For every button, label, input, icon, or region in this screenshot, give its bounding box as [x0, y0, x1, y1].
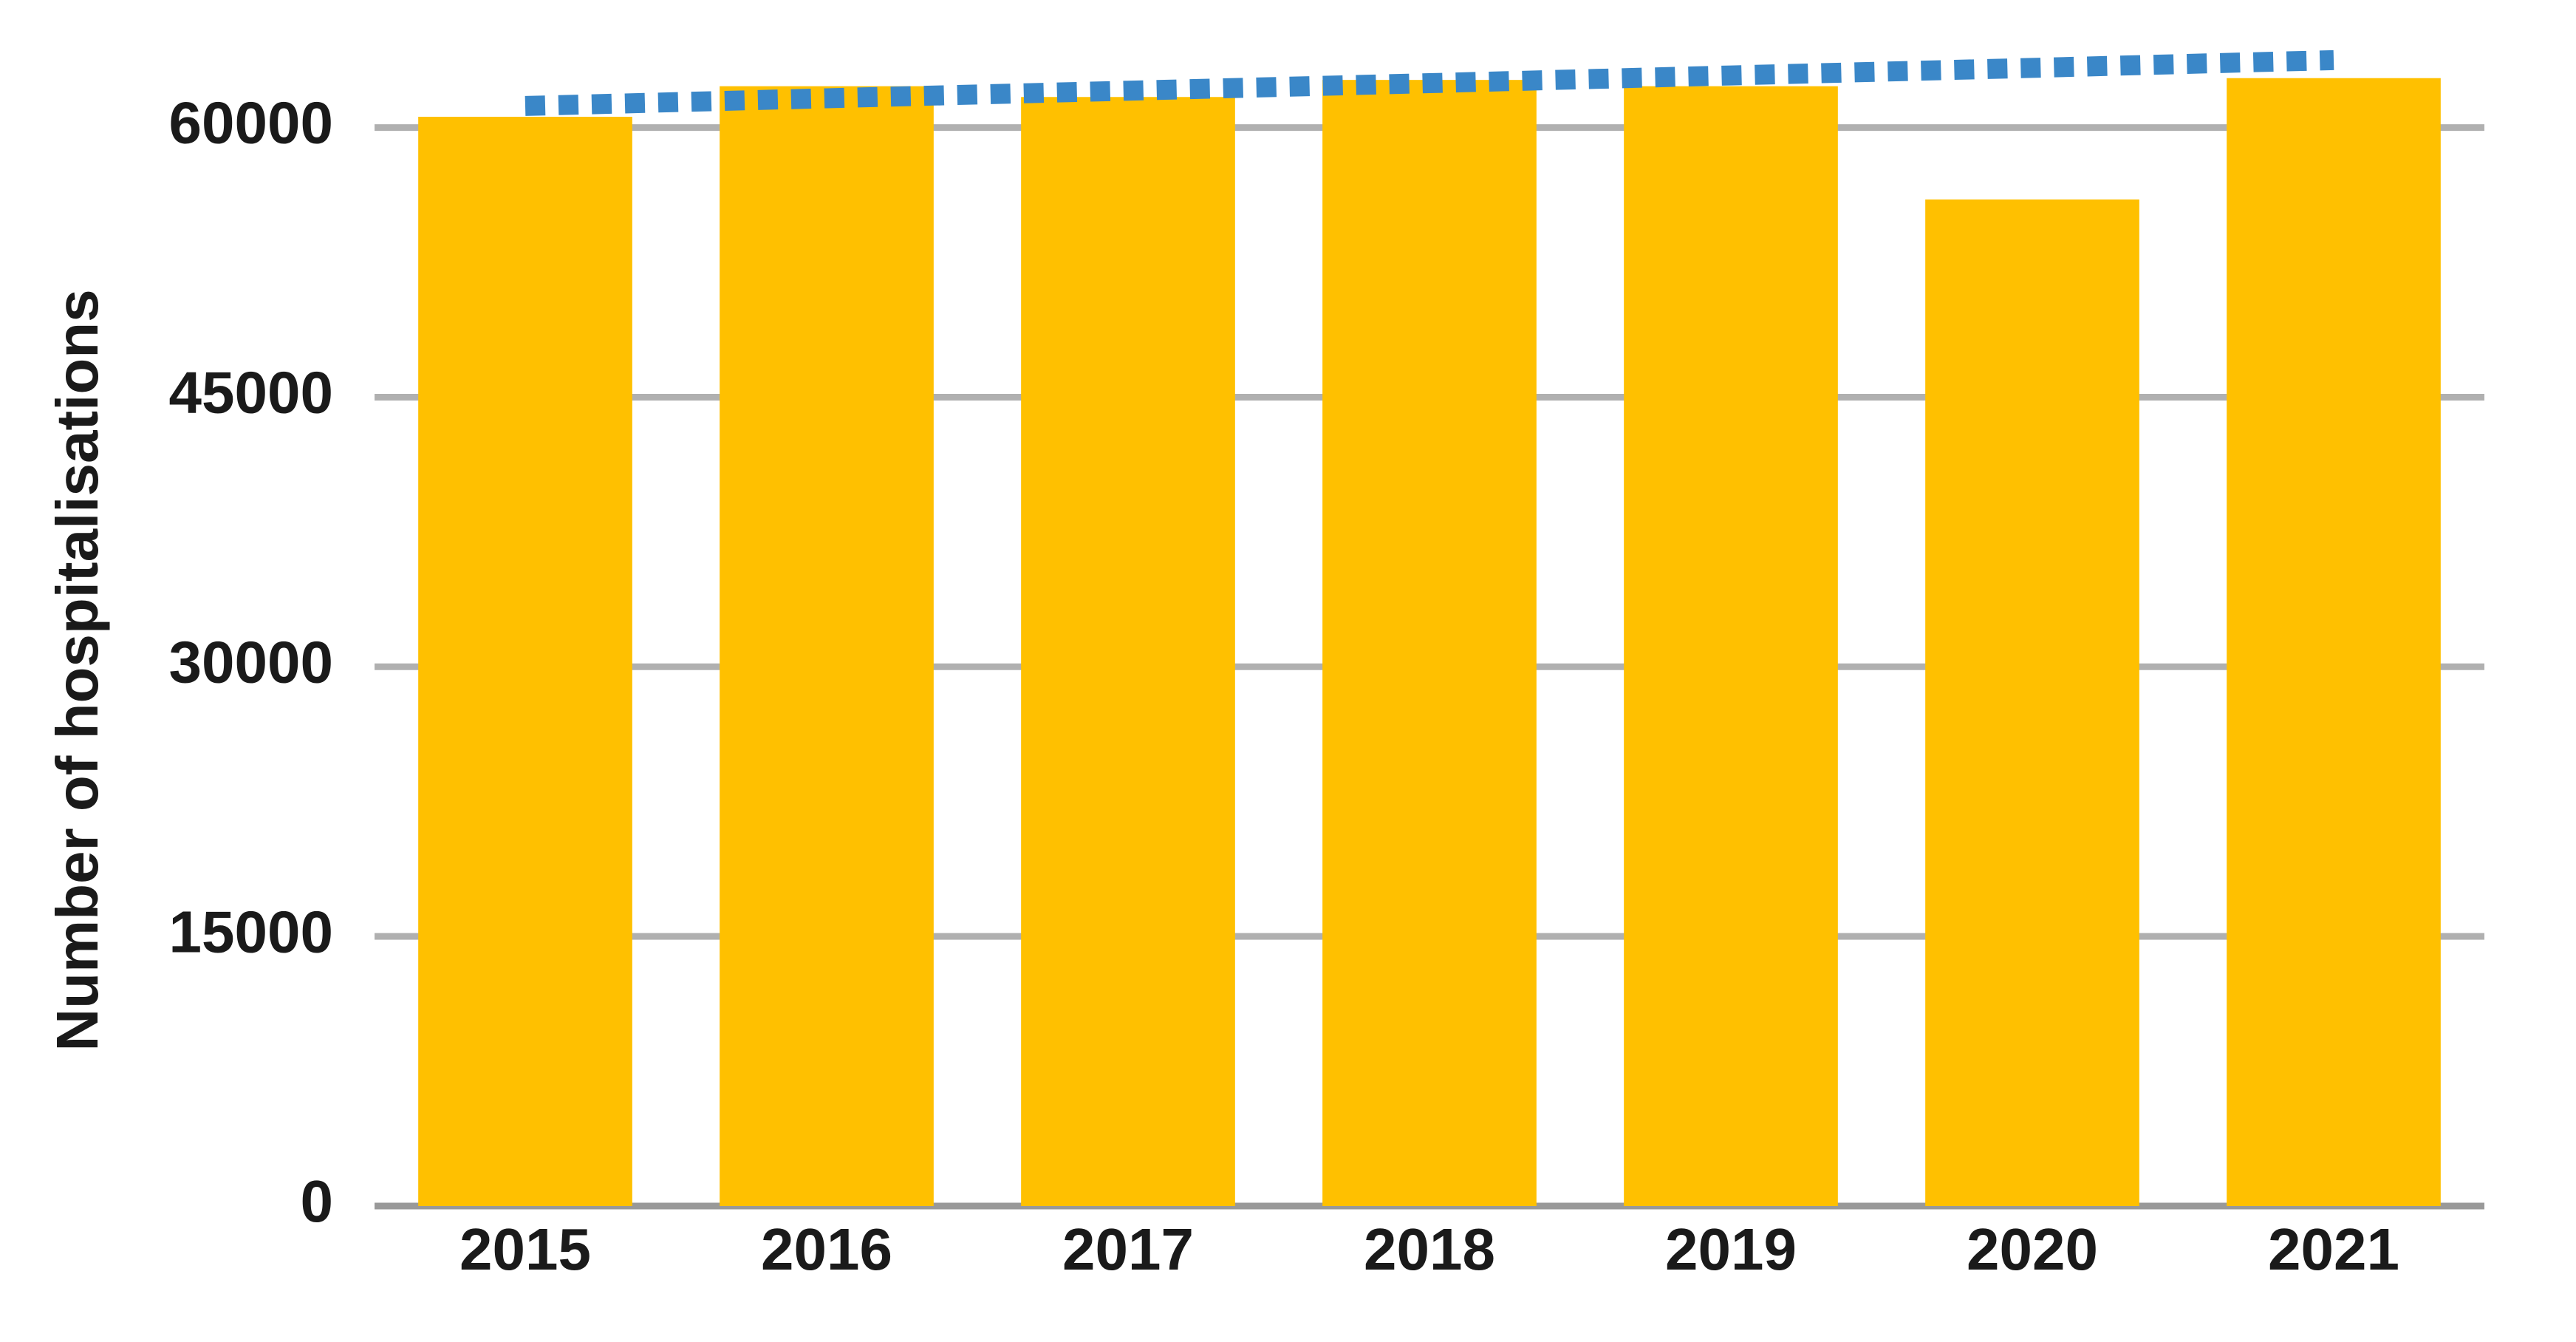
- y-tick-label: 15000: [169, 899, 333, 964]
- y-tick-label: 60000: [169, 90, 333, 156]
- x-tick-label: 2018: [1364, 1216, 1495, 1282]
- bar: [1021, 97, 1235, 1207]
- bar: [418, 117, 632, 1207]
- x-tick-label: 2017: [1062, 1216, 1194, 1282]
- x-tick-label: 2015: [459, 1216, 591, 1282]
- trend-line: [525, 50, 2334, 116]
- bar: [1322, 80, 1537, 1207]
- y-tick-label: 0: [301, 1168, 334, 1234]
- x-tick-label: 2021: [2268, 1216, 2399, 1282]
- bar: [1925, 199, 2139, 1206]
- x-tick-label: 2016: [761, 1216, 892, 1282]
- bar: [1624, 86, 1838, 1206]
- y-tick-label: 30000: [169, 629, 333, 695]
- x-tick-label: 2019: [1665, 1216, 1797, 1282]
- y-tick-label: 45000: [169, 360, 333, 426]
- x-tick-label: 2020: [1967, 1216, 2098, 1282]
- bar: [720, 86, 934, 1206]
- y-axis-title: Number of hospitalisations: [44, 289, 110, 1051]
- bar: [2227, 78, 2441, 1206]
